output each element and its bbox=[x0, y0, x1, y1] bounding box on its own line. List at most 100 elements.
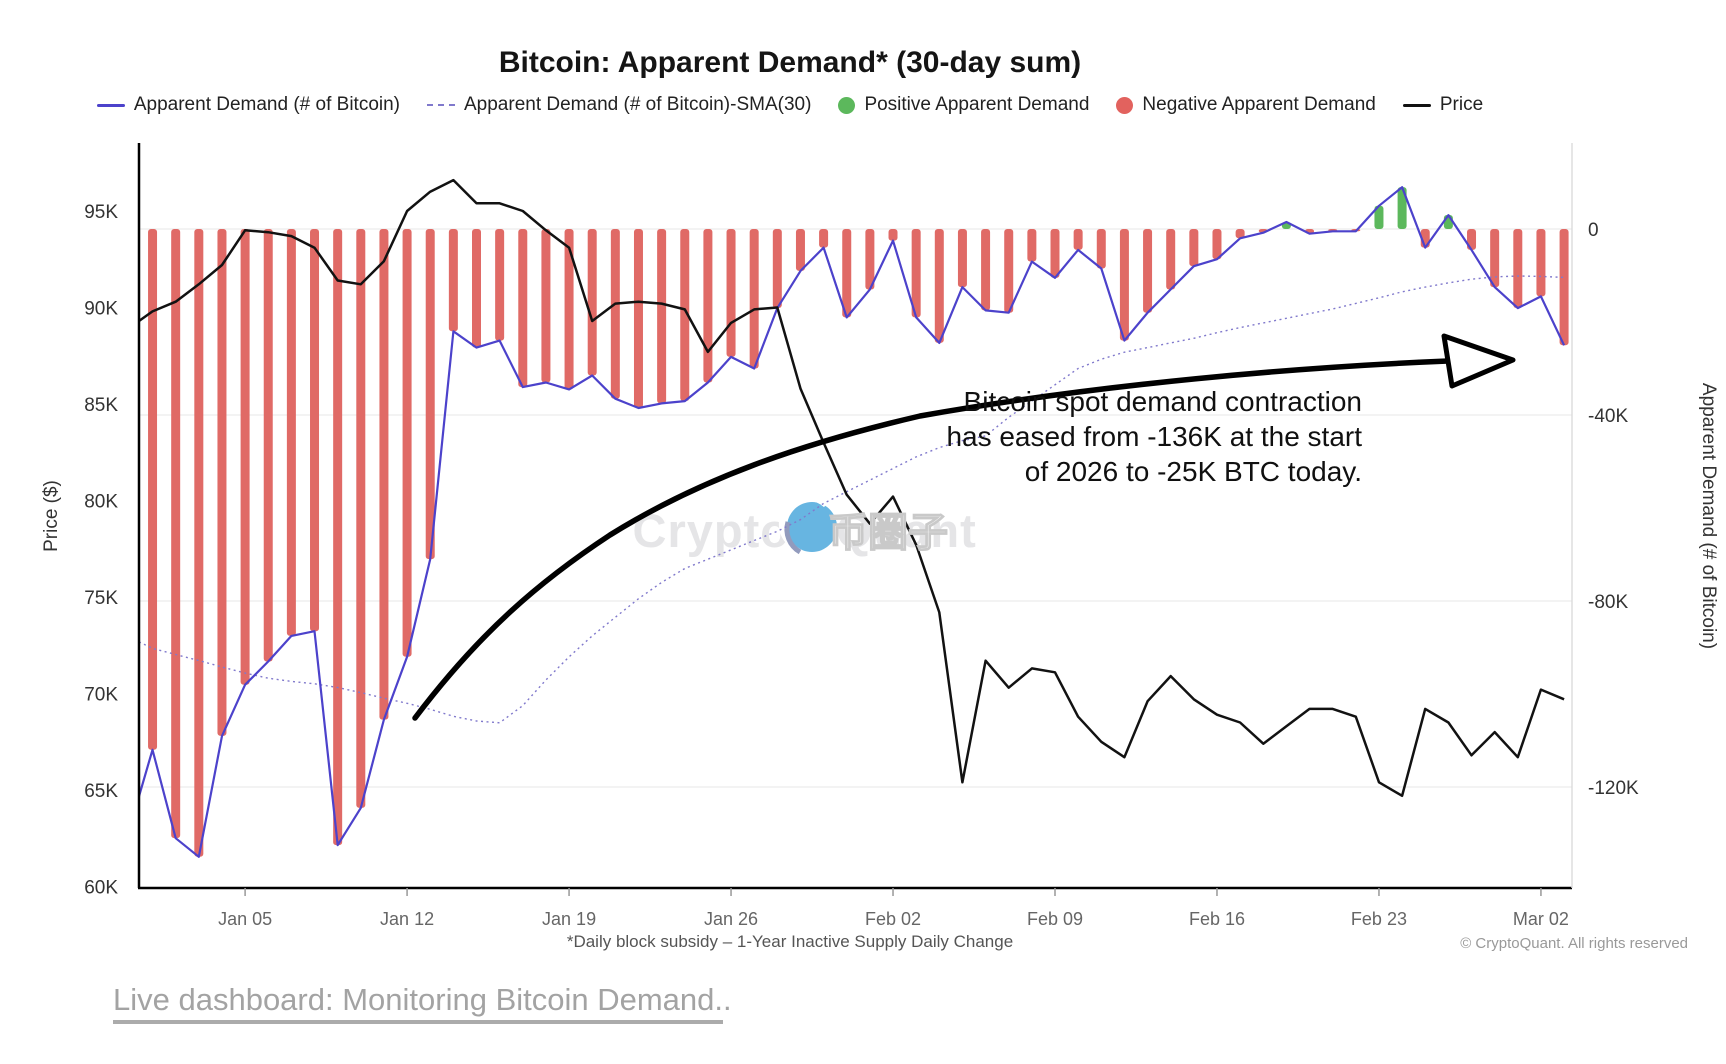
negative-demand-bar bbox=[1119, 229, 1129, 341]
negative-demand-bar bbox=[240, 229, 250, 685]
negative-demand-bar bbox=[657, 229, 667, 404]
legend-label: Apparent Demand (# of Bitcoin)-SMA(30) bbox=[464, 94, 812, 115]
x-tick-label: Jan 12 bbox=[380, 909, 434, 929]
x-tick-label: Feb 23 bbox=[1351, 909, 1407, 929]
negative-demand-bar bbox=[448, 229, 458, 332]
negative-demand-bar bbox=[1050, 229, 1060, 278]
negative-demand-bar bbox=[1513, 229, 1523, 309]
negative-demand-bar bbox=[356, 229, 366, 808]
negative-demand-bar bbox=[587, 229, 597, 376]
axes bbox=[137, 143, 1573, 890]
price-tick-label: 80K bbox=[84, 492, 118, 513]
negative-demand-bar bbox=[726, 229, 736, 357]
demand-tick-label: -40K bbox=[1588, 406, 1628, 427]
legend-label: Apparent Demand (# of Bitcoin) bbox=[133, 94, 400, 115]
positive-demand-bar bbox=[1397, 187, 1407, 229]
legend-item: Price bbox=[1402, 94, 1484, 116]
negative-demand-bar bbox=[1073, 229, 1083, 250]
negative-demand-bar bbox=[934, 229, 944, 343]
legend-item: Positive Apparent Demand bbox=[838, 94, 1089, 116]
series-lines bbox=[137, 178, 1566, 858]
axis-footnote: *Daily block subsidy – 1-Year Inactive S… bbox=[566, 932, 1014, 951]
chart-title: Bitcoin: Apparent Demand* (30-day sum) bbox=[498, 46, 1082, 79]
watermark-overlay-text: 币圈子 bbox=[828, 511, 948, 555]
demand-tick-label: 0 bbox=[1588, 220, 1599, 241]
apparent-demand-line bbox=[137, 186, 1566, 858]
price-axis-title: Price ($) bbox=[41, 480, 62, 552]
negative-demand-bar bbox=[680, 229, 690, 402]
negative-demand-bar bbox=[911, 229, 921, 318]
negative-demand-bar bbox=[194, 229, 204, 857]
negative-demand-bar bbox=[888, 229, 898, 241]
demand-tick-label: -80K bbox=[1588, 592, 1628, 613]
live-dashboard-link[interactable]: Live dashboard: Monitoring Bitcoin Deman… bbox=[113, 982, 724, 1024]
negative-demand-bar bbox=[495, 229, 505, 341]
price-tick-label: 60K bbox=[84, 878, 118, 899]
link-row: Live dashboard: Monitoring Bitcoin Deman… bbox=[113, 982, 732, 1024]
negative-demand-bar bbox=[1212, 229, 1222, 260]
tick-labels: 95K 90K 85K 80K 75K 70K 65K 60K 0 -40K -80K -120K Ja… bbox=[84, 202, 1639, 929]
negative-demand-bar bbox=[1536, 229, 1546, 297]
negative-demand-bar bbox=[749, 229, 759, 369]
negative-demand-bar bbox=[148, 229, 158, 750]
price-tick-label: 75K bbox=[84, 588, 118, 609]
negative-demand-bar bbox=[610, 229, 620, 399]
negative-demand-bar bbox=[1143, 229, 1153, 313]
x-tick-label: Feb 02 bbox=[865, 909, 921, 929]
negative-demand-bar bbox=[633, 229, 643, 409]
negative-demand-bar bbox=[263, 229, 273, 662]
legend-line-swatch-icon bbox=[96, 103, 125, 107]
annotation-text: Bitcoin spot demand contraction has ease… bbox=[946, 386, 1362, 487]
positive-demand-bar bbox=[1443, 215, 1453, 229]
cryptoquant-logo-icon bbox=[778, 494, 837, 555]
legend-label: Positive Apparent Demand bbox=[864, 94, 1090, 115]
negative-demand-bar bbox=[819, 229, 829, 248]
positive-demand-bar bbox=[1374, 205, 1384, 229]
price-tick-label: 85K bbox=[84, 395, 118, 416]
trend-arrow bbox=[412, 333, 1516, 721]
negative-demand-bar bbox=[286, 229, 296, 636]
copyright-text: © CryptoQuant. All rights reserved bbox=[1460, 935, 1688, 952]
negative-demand-bar bbox=[379, 229, 389, 720]
trend-arrow-shaft bbox=[412, 358, 1451, 721]
demand-axis-title: Apparent Demand (# of Bitcoin) bbox=[1698, 383, 1719, 649]
negative-demand-bar bbox=[1004, 229, 1014, 313]
negative-demand-bar bbox=[795, 229, 805, 271]
negative-demand-bar bbox=[1096, 229, 1106, 269]
gridlines bbox=[139, 228, 1572, 788]
legend-dash-swatch-icon bbox=[427, 104, 455, 106]
negative-demand-bar bbox=[472, 229, 481, 348]
legend-label: Price bbox=[1439, 94, 1484, 115]
price-tick-label: 95K bbox=[84, 202, 118, 223]
negative-demand-bar bbox=[1189, 229, 1199, 267]
price-tick-label: 70K bbox=[84, 685, 118, 706]
negative-demand-bar bbox=[1490, 229, 1500, 288]
negative-demand-bar bbox=[957, 229, 967, 288]
negative-demand-bar bbox=[310, 229, 320, 632]
negative-demand-bar bbox=[981, 229, 991, 311]
legend-dot-swatch-icon bbox=[838, 96, 856, 114]
annotation-line-2: has eased from -136K at the start bbox=[946, 421, 1362, 452]
watermark-text-right: Quant bbox=[836, 504, 977, 557]
link-suffix: . bbox=[723, 982, 732, 1017]
watermark-text-left: Crypto bbox=[633, 504, 790, 557]
price-line bbox=[138, 178, 1565, 798]
legend-dot-swatch-icon bbox=[1116, 96, 1134, 114]
x-tick-label: Jan 19 bbox=[542, 909, 596, 929]
negative-demand-bar bbox=[772, 229, 782, 309]
negative-demand-bar bbox=[865, 229, 875, 290]
legend-label: Negative Apparent Demand bbox=[1142, 94, 1376, 115]
negative-demand-bar bbox=[842, 229, 852, 318]
negative-demand-bar bbox=[1027, 229, 1037, 262]
negative-demand-bar bbox=[1559, 229, 1569, 346]
negative-demand-bar bbox=[171, 229, 181, 839]
x-tick-label: Jan 05 bbox=[218, 909, 272, 929]
annotation-line-3: of 2026 to -25K BTC today. bbox=[1025, 456, 1362, 487]
negative-demand-bar bbox=[217, 229, 227, 736]
negative-demand-bar bbox=[518, 229, 528, 388]
legend-item: Negative Apparent Demand bbox=[1116, 94, 1376, 116]
x-tick-label: Feb 16 bbox=[1189, 909, 1245, 929]
negative-demand-bar bbox=[333, 229, 343, 846]
